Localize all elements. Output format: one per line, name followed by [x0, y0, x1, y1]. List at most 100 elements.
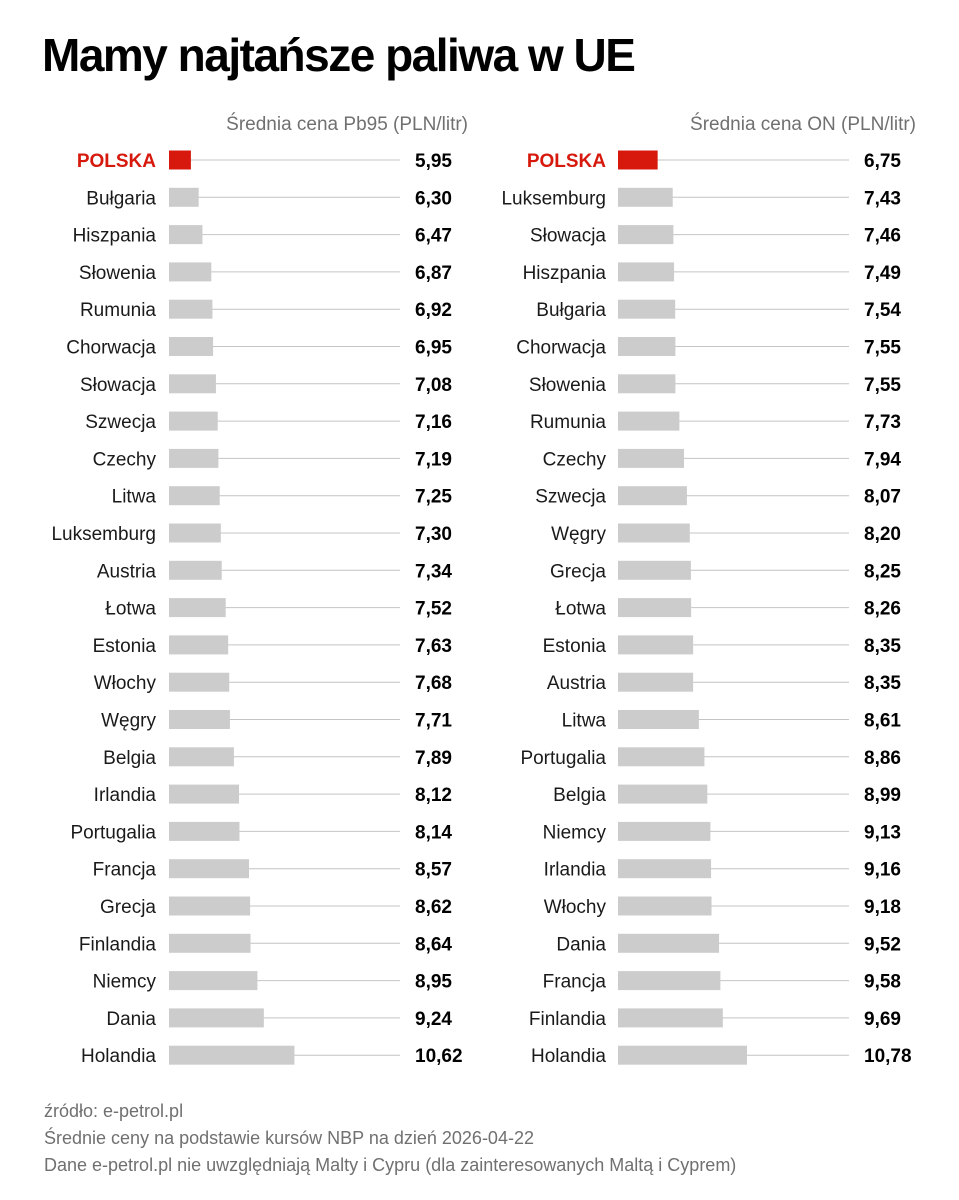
chart-pb95-value-label: 8,12: [415, 785, 452, 806]
chart-pb95-value-label: 7,63: [415, 636, 452, 657]
chart-pb95-bar: [169, 747, 234, 767]
chart-on-bar-highlight: [618, 150, 658, 170]
chart-on-category-label: Czechy: [543, 449, 607, 470]
chart-on-category-label: Luksemburg: [501, 188, 606, 209]
chart-on-category-label: Grecja: [550, 561, 606, 582]
chart-on-bar: [618, 411, 680, 431]
chart-pb95-category-label: Francja: [93, 860, 157, 881]
chart-on-value-label: 7,43: [864, 188, 901, 209]
chart-pb95-value-label: 8,57: [415, 860, 452, 881]
chart-on-value-label: 7,55: [864, 375, 901, 396]
chart-on-category-label: Hiszpania: [523, 263, 607, 284]
chart-on-value-label: 8,25: [864, 561, 901, 582]
footnotes: źródło: e-petrol.pl Średnie ceny na pods…: [44, 1098, 736, 1179]
chart-pb95-category-label: Chorwacja: [66, 338, 156, 359]
chart-on-category-label: POLSKA: [527, 151, 606, 172]
chart-on-category-label: Bułgaria: [536, 300, 606, 321]
chart-on-bar: [618, 299, 676, 319]
chart-pb95: Średnia cena Pb95 (PLN/litr) POLSKA 5,95 Bu…: [51, 113, 468, 1067]
chart-on-value-label: 9,16: [864, 860, 901, 881]
chart-pb95-value-label: 6,95: [415, 338, 452, 359]
chart-on-category-label: Rumunia: [530, 412, 606, 433]
chart-on-category-label: Litwa: [562, 711, 607, 732]
chart-pb95-bar: [169, 635, 229, 655]
chart-pb95-value-label: 7,19: [415, 449, 452, 470]
chart-on-bar: [618, 337, 676, 356]
chart-pb95-value-label: 7,52: [415, 599, 452, 620]
chart-pb95-bar: [169, 784, 240, 804]
chart-pb95-category-label: Łotwa: [105, 599, 156, 620]
chart-pb95-value-label: 7,34: [415, 561, 452, 582]
chart-pb95-header: Średnia cena Pb95 (PLN/litr): [226, 113, 468, 135]
chart-on-bar: [618, 486, 687, 506]
chart-pb95-category-label: Słowacja: [80, 375, 156, 396]
chart-on-bar: [618, 448, 685, 468]
chart-pb95-category-label: Dania: [106, 1009, 156, 1030]
chart-pb95-category-label: Grecja: [100, 897, 156, 918]
chart-pb95-value-label: 8,14: [415, 822, 452, 843]
chart-on-value-label: 8,20: [864, 524, 901, 545]
chart-pb95-bar-highlight: [169, 150, 191, 170]
chart-on-value-label: 9,69: [864, 1009, 901, 1030]
chart-on-bar: [618, 374, 676, 394]
chart-on-bar: [618, 635, 694, 655]
chart-pb95-bar: [169, 896, 251, 916]
chart-on-category-label: Węgry: [551, 524, 606, 545]
chart-on-bar: [618, 971, 721, 991]
chart-pb95-bar: [169, 672, 230, 692]
chart-on-category-label: Austria: [547, 673, 607, 694]
chart-on-bar: [618, 710, 699, 729]
chart-pb95-value-label: 7,89: [415, 748, 452, 769]
footnote-exchange-rates: Średnie ceny na podstawie kursów NBP na …: [44, 1128, 534, 1148]
chart-on-bar: [618, 560, 691, 580]
chart-pb95-bar: [169, 523, 221, 543]
chart-on-value-label: 8,86: [864, 748, 901, 769]
chart-pb95-category-label: Hiszpania: [73, 226, 157, 247]
chart-on-value-label: 8,61: [864, 711, 901, 732]
chart-pb95-value-label: 7,68: [415, 673, 452, 694]
chart-pb95-category-label: POLSKA: [77, 151, 156, 172]
chart-pb95-value-label: 7,08: [415, 375, 452, 396]
chart-pb95-value-label: 7,30: [415, 524, 452, 545]
chart-on-category-label: Estonia: [543, 636, 607, 657]
chart-on-category-label: Dania: [556, 934, 606, 955]
footnote-exclusions: Dane e-petrol.pl nie uwzględniają Malty …: [44, 1155, 737, 1175]
chart-on-category-label: Holandia: [531, 1046, 606, 1067]
chart-on-bar: [618, 672, 694, 692]
chart-on-category-label: Belgia: [553, 785, 606, 806]
chart-pb95-category-label: Niemcy: [93, 972, 157, 993]
chart-pb95-value-label: 6,87: [415, 263, 452, 284]
chart-pb95-category-label: Portugalia: [70, 822, 156, 843]
chart-on-value-label: 8,35: [864, 636, 901, 657]
chart-on-bar: [618, 859, 712, 879]
chart-on-category-label: Francja: [543, 972, 607, 993]
page-title: Mamy najtańsze paliwa w UE: [42, 29, 636, 81]
chart-on-bar: [618, 933, 720, 953]
chart-pb95-category-label: Luksemburg: [51, 524, 156, 545]
chart-on-value-label: 6,75: [864, 151, 901, 172]
chart-on-bar: [618, 747, 705, 767]
chart-pb95-value-label: 8,62: [415, 897, 452, 918]
chart-pb95-bar: [169, 448, 219, 468]
chart-pb95-bar: [169, 486, 220, 506]
chart-on-bar: [618, 821, 711, 841]
chart-on-category-label: Słowacja: [530, 226, 606, 247]
chart-pb95-bar: [169, 1008, 264, 1028]
chart-on-value-label: 7,94: [864, 449, 901, 470]
chart-pb95-bar: [169, 225, 203, 245]
chart-on-category-label: Irlandia: [544, 860, 607, 881]
chart-on-bar: [618, 225, 674, 245]
chart-pb95-value-label: 6,30: [415, 188, 452, 209]
chart-on-bar: [618, 896, 712, 916]
chart-pb95-bar: [169, 598, 226, 618]
chart-on-value-label: 9,52: [864, 934, 901, 955]
chart-on-value-label: 7,73: [864, 412, 901, 433]
chart-pb95-bar: [169, 560, 222, 580]
chart-pb95-category-label: Słowenia: [79, 263, 157, 284]
chart-pb95-value-label: 7,25: [415, 487, 452, 508]
chart-pb95-category-label: Litwa: [112, 487, 157, 508]
chart-pb95-category-label: Belgia: [103, 748, 156, 769]
chart-on-value-label: 9,13: [864, 822, 901, 843]
chart-pb95-value-label: 8,64: [415, 934, 452, 955]
chart-pb95-bar: [169, 374, 216, 394]
